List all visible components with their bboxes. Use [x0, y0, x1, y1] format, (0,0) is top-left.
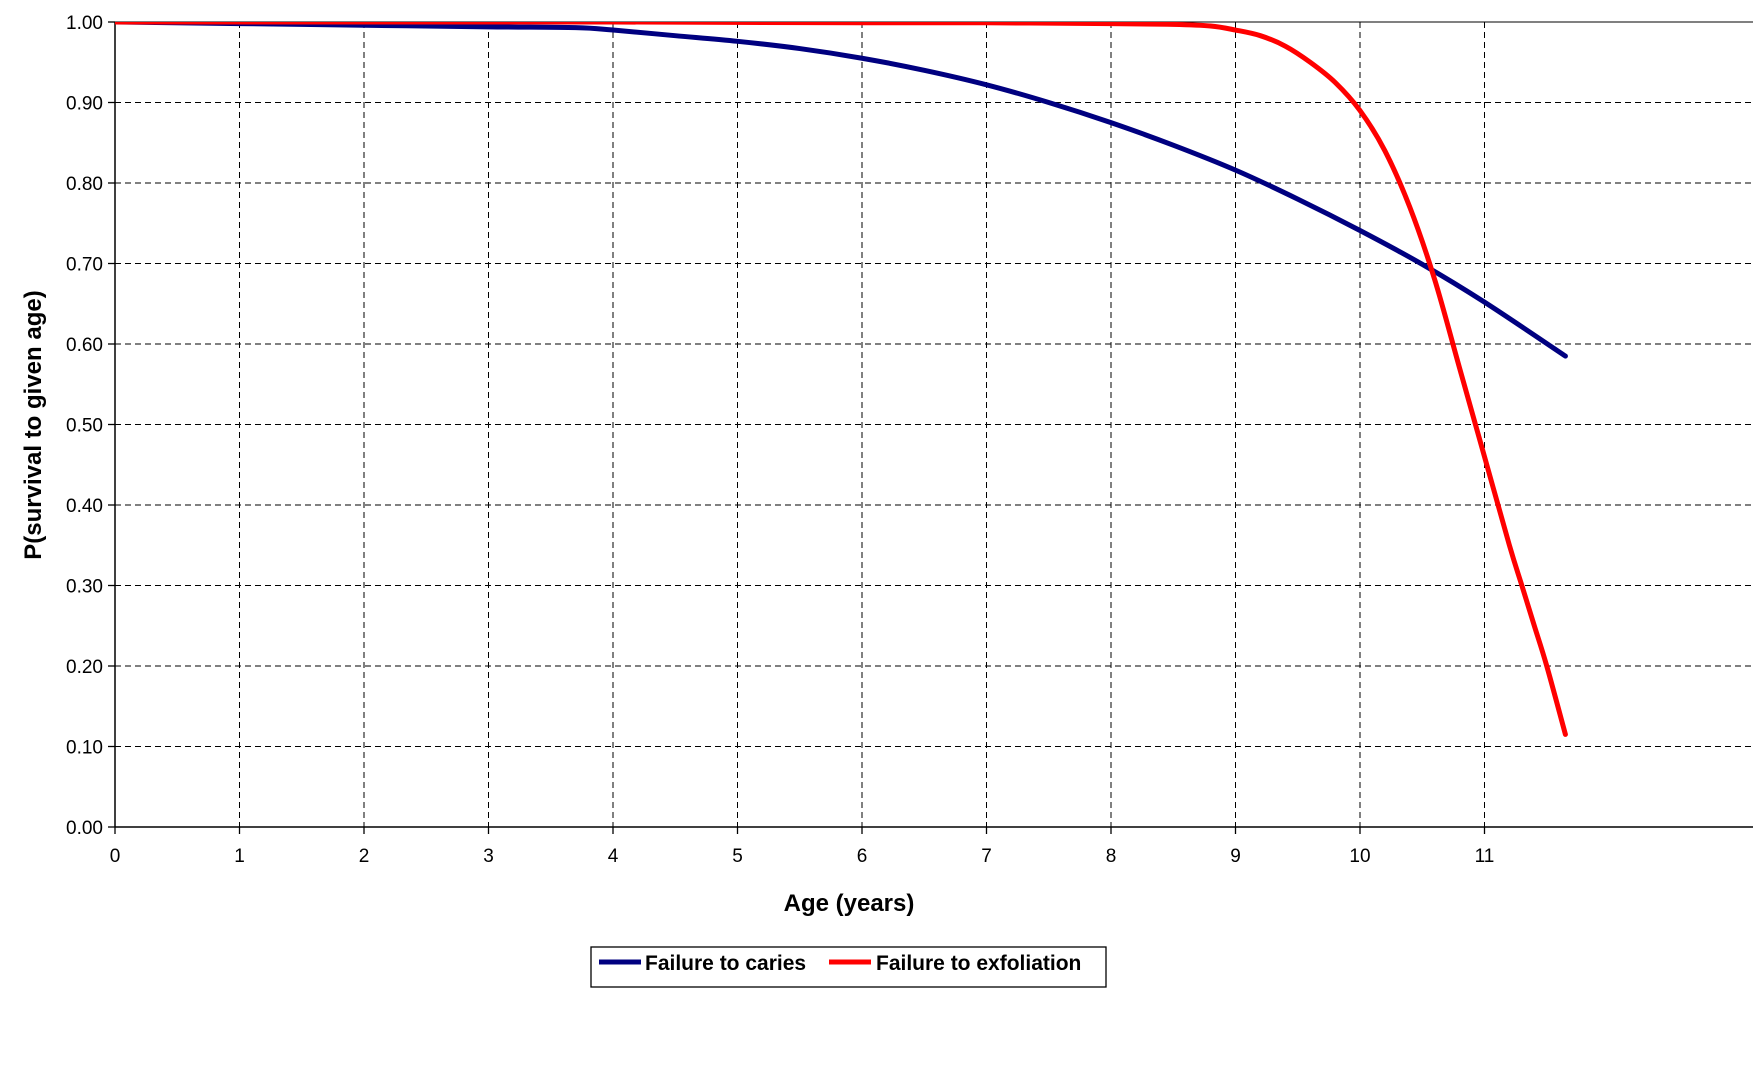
x-tick-label: 2 [359, 846, 370, 867]
x-tick-label: 9 [1230, 846, 1241, 867]
tick-labels: 0.00 0.10 0.20 0.30 0.40 0.50 0.60 0.70 0.80 0.90… [66, 13, 1494, 867]
series-line-exfoliation [115, 22, 1568, 737]
series-layer [115, 22, 1568, 737]
y-tick-label: 0.40 [66, 496, 103, 517]
y-tick-label: 0.50 [66, 416, 103, 437]
x-tick-label: 1 [234, 846, 245, 867]
y-tick-label: 0.70 [66, 255, 103, 276]
legend-label-exfoliation: Failure to exfoliation [876, 952, 1081, 975]
grid [115, 21, 1753, 827]
axes [108, 21, 1753, 834]
legend-label-caries: Failure to caries [645, 952, 806, 975]
y-tick-label: 0.60 [66, 335, 103, 356]
y-tick-label: 1.00 [66, 13, 103, 34]
legend: Failure to caries Failure to exfoliation [590, 946, 1107, 988]
y-tick-label: 0.00 [66, 818, 103, 839]
x-axis-title: Age (years) [784, 890, 915, 917]
series-line-caries [115, 22, 1568, 359]
y-tick-label: 0.10 [66, 738, 103, 759]
y-axis-title: P(survival to given age) [20, 290, 47, 559]
x-tick-label: 7 [981, 846, 992, 867]
legend-box [590, 946, 1107, 988]
y-tick-label: 0.30 [66, 577, 103, 598]
y-tick-label: 0.80 [66, 174, 103, 195]
x-tick-label: 5 [732, 846, 743, 867]
y-tick-label: 0.20 [66, 657, 103, 678]
x-tick-label: 4 [608, 846, 619, 867]
x-tick-label: 3 [483, 846, 494, 867]
x-tick-label: 10 [1349, 846, 1370, 867]
x-tick-label: 6 [857, 846, 868, 867]
y-tick-label: 0.90 [66, 94, 103, 115]
x-tick-label: 8 [1106, 846, 1117, 867]
x-tick-label: 0 [110, 846, 121, 867]
x-tick-label: 11 [1475, 846, 1495, 867]
